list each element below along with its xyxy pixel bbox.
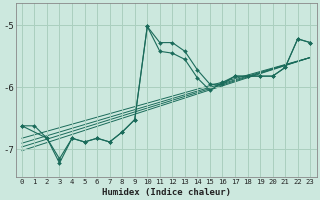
X-axis label: Humidex (Indice chaleur): Humidex (Indice chaleur) — [101, 188, 231, 197]
